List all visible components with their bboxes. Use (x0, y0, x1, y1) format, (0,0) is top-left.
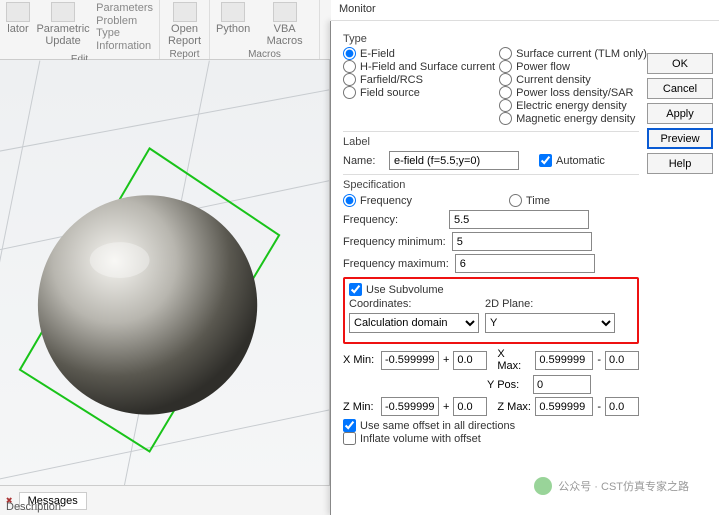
radio-m-energy[interactable]: Magnetic energy density (499, 112, 647, 125)
ribbon-extra-information[interactable]: Information (96, 40, 153, 52)
radio-e-energy[interactable]: Electric energy density (499, 99, 647, 112)
tab-description[interactable]: Description (6, 501, 61, 513)
freq-label: Frequency: (343, 214, 443, 226)
radio-hfield[interactable]: H-Field and Surface current (343, 60, 495, 73)
xmin-input[interactable] (381, 351, 439, 370)
ribbon-item-python[interactable]: Python (216, 2, 250, 47)
ribbon-item-simulator[interactable]: lator (6, 2, 30, 52)
cancel-button[interactable]: Cancel (647, 78, 713, 99)
name-input[interactable] (389, 151, 519, 170)
viewport-3d[interactable] (0, 60, 330, 485)
dialog-title: Monitor (331, 0, 719, 21)
radio-power-flow[interactable]: Power flow (499, 60, 647, 73)
use-subvolume-checkbox[interactable]: Use Subvolume (349, 283, 633, 296)
ribbon-extra-problem-type[interactable]: Problem Type (96, 15, 153, 39)
preview-button[interactable]: Preview (647, 128, 713, 149)
zmax-label: Z Max: (497, 401, 531, 413)
apply-button[interactable]: Apply (647, 103, 713, 124)
help-button[interactable]: Help (647, 153, 713, 174)
zmin-label: Z Min: (343, 401, 377, 413)
bottom-tabs: ✖ Messages Description (0, 485, 330, 515)
automatic-checkbox[interactable]: Automatic (539, 154, 639, 167)
coords-select[interactable]: Calculation domain (349, 313, 479, 333)
sphere-object[interactable] (38, 195, 257, 414)
xmax-input[interactable] (535, 351, 593, 370)
subvolume-highlight: Use Subvolume Coordinates: 2D Plane: Cal… (343, 277, 639, 344)
ribbon-group-label-report: Report (169, 47, 199, 60)
radio-power-loss[interactable]: Power loss density/SAR (499, 86, 647, 99)
monitor-dialog: Monitor Type E-Field H-Field and Surface… (330, 21, 719, 515)
ok-button[interactable]: OK (647, 53, 713, 74)
ypos-input[interactable] (533, 375, 591, 394)
coords-label: Coordinates: (349, 298, 479, 310)
xmax-off-input[interactable] (605, 351, 639, 370)
ribbon-item-vba[interactable]: VBA Macros (256, 2, 313, 47)
same-offset-checkbox[interactable]: Use same offset in all directions (343, 419, 639, 432)
name-label: Name: (343, 155, 383, 167)
xmin-label: X Min: (343, 354, 377, 366)
zmin-input[interactable] (381, 397, 439, 416)
label-section: Label (343, 136, 639, 148)
freq-input[interactable] (449, 210, 589, 229)
ribbon-extra-parameters[interactable]: Parameters (96, 2, 153, 14)
xmin-off-input[interactable] (453, 351, 487, 370)
fmin-label: Frequency minimum: (343, 236, 446, 248)
zmax-off-input[interactable] (605, 397, 639, 416)
ypos-label: Y Pos: (487, 379, 529, 391)
fmax-input[interactable] (455, 254, 595, 273)
radio-farfield[interactable]: Farfield/RCS (343, 73, 495, 86)
fmin-input[interactable] (452, 232, 592, 251)
type-label: Type (343, 33, 639, 45)
plane-label: 2D Plane: (485, 298, 565, 310)
zmin-off-input[interactable] (453, 397, 487, 416)
radio-time[interactable]: Time (509, 194, 609, 207)
spec-label: Specification (343, 179, 639, 191)
radio-field-source[interactable]: Field source (343, 86, 495, 99)
radio-current-density[interactable]: Current density (499, 73, 647, 86)
zmax-input[interactable] (535, 397, 593, 416)
fmax-label: Frequency maximum: (343, 258, 449, 270)
inflate-checkbox[interactable]: Inflate volume with offset (343, 432, 639, 445)
ribbon-item-open-report[interactable]: Open Report (166, 2, 203, 47)
ribbon-group-label-macros: Macros (248, 47, 281, 60)
plane-select[interactable]: Y (485, 313, 615, 333)
radio-frequency[interactable]: Frequency (343, 194, 443, 207)
radio-efield[interactable]: E-Field (343, 47, 495, 60)
xmax-label: X Max: (497, 348, 531, 372)
ribbon-item-parametric[interactable]: Parametric Update (36, 2, 90, 52)
radio-surface-current[interactable]: Surface current (TLM only) (499, 47, 647, 60)
